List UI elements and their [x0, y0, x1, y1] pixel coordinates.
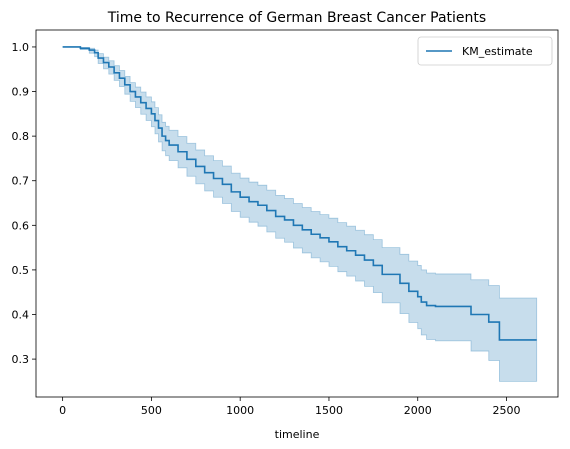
y-axis-ticks: 0.3 0.4 0.5 0.6 0.7 0.8 0.9 1.0 — [12, 41, 36, 366]
plot-frame — [35, 29, 559, 398]
x-tick-label: 1500 — [315, 404, 343, 417]
chart-title: Time to Recurrence of German Breast Canc… — [107, 10, 486, 26]
km-line-layer — [62, 46, 537, 341]
y-tick-label: 0.4 — [12, 309, 30, 322]
x-tick-label: 2500 — [493, 404, 521, 417]
y-tick-label: 0.6 — [12, 219, 30, 232]
y-tick-label: 1.0 — [12, 41, 30, 54]
km-estimate-line — [62, 46, 537, 341]
legend: KM_estimate — [417, 36, 553, 66]
x-tick-label: 500 — [141, 404, 162, 417]
x-axis-label: timeline — [275, 428, 320, 441]
x-axis-ticks: 0 500 1000 1500 2000 2500 — [59, 397, 521, 417]
confidence-band — [62, 46, 538, 382]
y-tick-label: 0.8 — [12, 130, 30, 143]
legend-label: KM_estimate — [462, 45, 533, 58]
y-tick-label: 0.3 — [12, 353, 30, 366]
y-tick-label: 0.9 — [12, 86, 30, 99]
confidence-interval-layer — [62, 46, 538, 382]
x-tick-label: 1000 — [226, 404, 254, 417]
x-tick-label: 2000 — [404, 404, 432, 417]
y-tick-label: 0.5 — [12, 264, 30, 277]
y-tick-label: 0.7 — [12, 175, 30, 188]
legend-box — [417, 36, 553, 66]
x-tick-label: 0 — [59, 404, 66, 417]
